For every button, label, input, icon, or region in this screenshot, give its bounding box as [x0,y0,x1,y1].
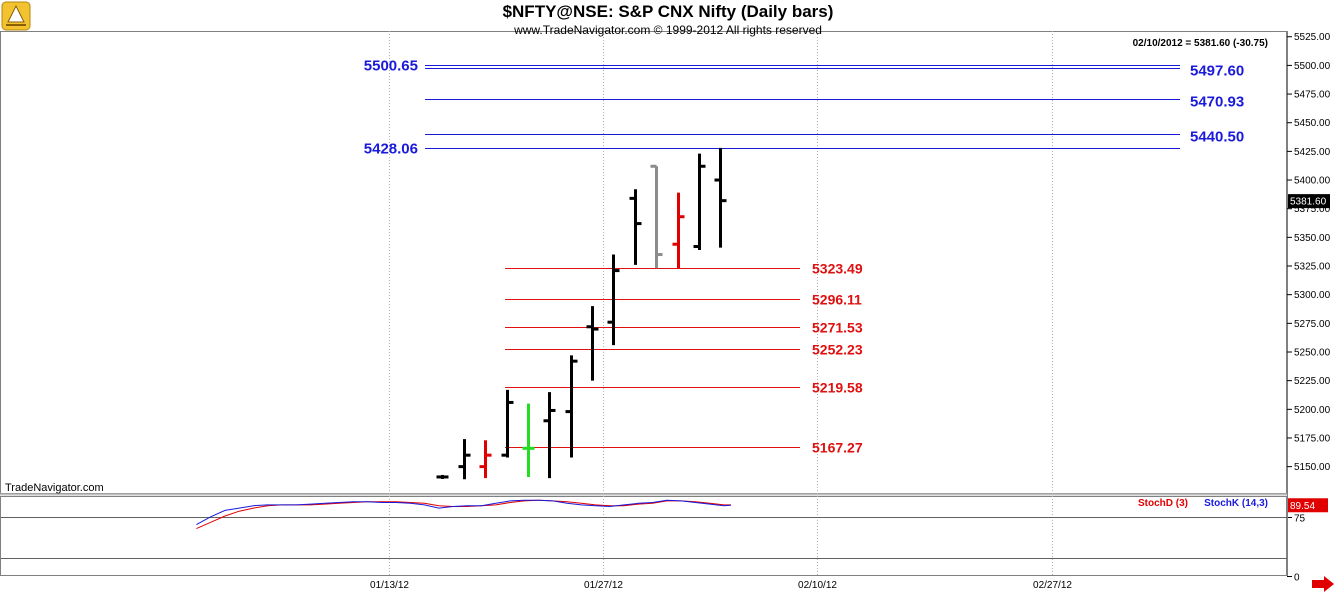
stoch-last-label: 89.54 [1290,501,1315,512]
ohlc-bar [586,306,599,381]
last-value-readout: 02/10/2012 = 5381.60 (-30.75) [1133,38,1268,49]
tradenavigator-logo [1,1,31,31]
scroll-right-icon[interactable] [1312,576,1334,592]
stoch-last-box [1288,498,1328,513]
ohlc-bar [672,192,685,269]
chart-title: $NFTY@NSE: S&P CNX Nifty (Daily bars) [503,2,834,21]
last-price-label: 5381.60 [1290,197,1327,208]
ohlc-bar [436,474,449,479]
price-tick-label: 5250.00 [1294,347,1331,358]
price-tick-label: 5175.00 [1294,433,1331,444]
stoch-d-label: StochD (3) [1138,498,1188,509]
resistance-label: 5470.93 [1190,94,1244,111]
price-tick-label: 5275.00 [1294,319,1331,330]
ohlc-bar [714,147,727,248]
resistance-label: 5497.60 [1190,63,1244,80]
price-axis: 5150.00 5175.00 5200.00 5225.00 5250.00 5275.… [1287,31,1331,576]
fib-levels: 5500.65 5497.60 5470.93 5440.50 5428.06 5323.… [364,58,1244,456]
price-tick-label: 5425.00 [1294,147,1331,158]
last-price-box [1288,194,1330,209]
ohlc-bar [565,355,578,458]
resistance-label: 5428.06 [364,141,418,158]
support-label: 5252.23 [812,342,863,358]
price-tick-label: 5475.00 [1294,90,1331,101]
price-tick-label: 5500.00 [1294,61,1331,72]
price-tick-label: 5400.00 [1294,176,1331,187]
stoch-panel-frame [0,496,1287,576]
price-tick-label: 5200.00 [1294,405,1331,416]
ohlc-bar [479,440,492,479]
ohlc-bar [501,389,514,458]
date-gridlines [389,31,1053,576]
copyright-text: www.TradeNavigator.com © 1999-2012 All r… [513,23,822,37]
support-label: 5167.27 [812,440,863,456]
date-tick-label: 01/13/12 [370,580,409,591]
price-tick-label: 5300.00 [1294,290,1331,301]
ohlc-bar [458,439,471,480]
price-tick-label: 5350.00 [1294,233,1331,244]
support-label: 5219.58 [812,380,863,396]
ohlc-bar [522,403,535,477]
price-tick-label: 5375.00 [1294,204,1331,215]
stoch-k-line [196,499,732,526]
support-label: 5271.53 [812,320,863,336]
ohlc-bar [543,392,556,479]
resistance-label: 5440.50 [1190,129,1244,146]
price-tick-label: 5225.00 [1294,376,1331,387]
date-tick-label: 01/27/12 [584,580,623,591]
support-label: 5323.49 [812,261,863,277]
price-tick-label: 5450.00 [1294,118,1331,129]
date-tick-label: 02/27/12 [1033,580,1072,591]
stoch-tick-label: 0 [1294,573,1300,584]
ohlc-bar [693,153,706,250]
ohlc-bars [436,147,727,480]
main-plot-frame [0,31,1287,494]
price-tick-label: 5525.00 [1294,32,1331,43]
resistance-label: 5500.65 [364,58,418,75]
ohlc-bar [629,189,642,265]
ohlc-bar [607,254,620,346]
price-tick-label: 5325.00 [1294,262,1331,273]
support-label: 5296.11 [812,292,862,308]
stoch-tick-label: 75 [1294,514,1306,525]
price-tick-label: 5150.00 [1294,462,1331,473]
date-tick-label: 02/10/12 [798,580,837,591]
date-axis: 01/13/12 01/27/12 02/10/12 02/27/12 [370,580,1072,591]
ohlc-bar [650,164,663,269]
stoch-k-label: StochK (14,3) [1204,498,1268,509]
stochastic-panel: 75 0 89.54 [1,498,1328,584]
brand-label: TradeNavigator.com [5,482,104,494]
